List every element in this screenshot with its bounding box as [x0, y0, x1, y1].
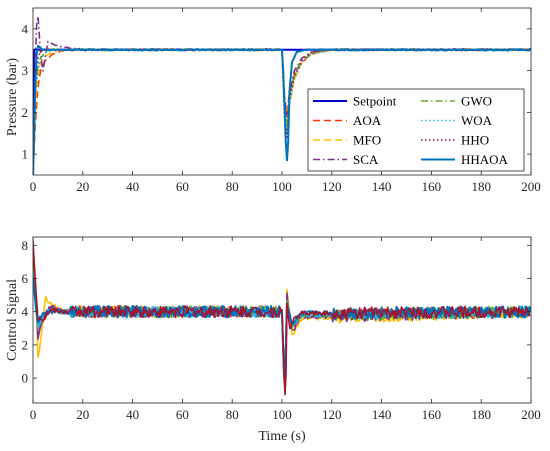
control-ytick-label: 6 — [22, 271, 29, 286]
legend-label-woa: WOA — [461, 113, 493, 128]
pressure-xtick-label: 180 — [471, 179, 491, 194]
control-ytick-label: 2 — [22, 337, 29, 352]
pressure-xtick-label: 140 — [372, 179, 392, 194]
legend-items: Setpoint AOA MFO SCA GWO WOA HHO HHAOA — [313, 94, 509, 167]
pressure-xtick-label: 80 — [226, 179, 239, 194]
pressure-ytick-label: 1 — [22, 147, 29, 162]
pressure-xtick-label: 100 — [272, 179, 292, 194]
pressure-ytick-label: 4 — [22, 21, 29, 36]
pressure-lines — [33, 15, 531, 175]
legend-label-setpoint: Setpoint — [353, 94, 397, 109]
control-xtick-label: 20 — [76, 407, 89, 422]
control-xtick-label: 120 — [322, 407, 342, 422]
pressure-ytick-label: 3 — [22, 63, 29, 78]
control-xtick-label: 180 — [471, 407, 491, 422]
pressure-xtick-label: 160 — [422, 179, 442, 194]
pressure-ytick-label: 2 — [22, 105, 29, 120]
control-ylabel: Control Signal — [5, 279, 20, 361]
control-plot: Control Signal 0 20 40 60 80 100 120 140 160 180 2… — [5, 236, 541, 444]
control-xtick-label: 200 — [521, 407, 541, 422]
pressure-xtick-label: 200 — [521, 179, 541, 194]
legend-label-mfo: MFO — [353, 133, 381, 148]
pressure-ylabel: Pressure (bar) — [5, 58, 20, 136]
legend: Setpoint AOA MFO SCA GWO WOA HHO HHAOA — [307, 88, 525, 172]
pressure-xtick-label: 20 — [76, 179, 89, 194]
control-xtick-label: 140 — [372, 407, 392, 422]
control-xtick-label: 0 — [30, 407, 37, 422]
control-series-hho — [33, 247, 531, 396]
legend-label-hhaoa: HHAOA — [461, 152, 509, 167]
control-xtick-label: 60 — [176, 407, 189, 422]
control-lines — [33, 240, 531, 396]
legend-label-sca: SCA — [353, 152, 379, 167]
legend-box — [307, 88, 525, 172]
control-ytick-label: 4 — [22, 304, 29, 319]
legend-label-aoa: AOA — [353, 113, 382, 128]
control-ytick-label: 0 — [22, 371, 29, 386]
pressure-xtick-label: 0 — [30, 179, 37, 194]
control-xtick-label: 160 — [422, 407, 442, 422]
pressure-ticks: 0 20 40 60 80 100 120 140 160 180 200 1 2 3 4 — [22, 8, 541, 194]
pressure-xtick-label: 40 — [126, 179, 139, 194]
control-xlabel: Time (s) — [258, 429, 306, 444]
control-ticks: 0 20 40 60 80 100 120 140 160 180 200 0 2 4 6 8 — [22, 237, 541, 422]
control-ytick-label: 8 — [22, 238, 29, 253]
control-xtick-label: 40 — [126, 407, 139, 422]
legend-label-gwo: GWO — [461, 94, 492, 109]
pressure-series-hhaoa — [33, 44, 531, 175]
pressure-xtick-label: 60 — [176, 179, 189, 194]
pressure-xtick-label: 120 — [322, 179, 342, 194]
legend-label-hho: HHO — [461, 133, 489, 148]
control-xtick-label: 100 — [272, 407, 292, 422]
control-xtick-label: 80 — [226, 407, 239, 422]
